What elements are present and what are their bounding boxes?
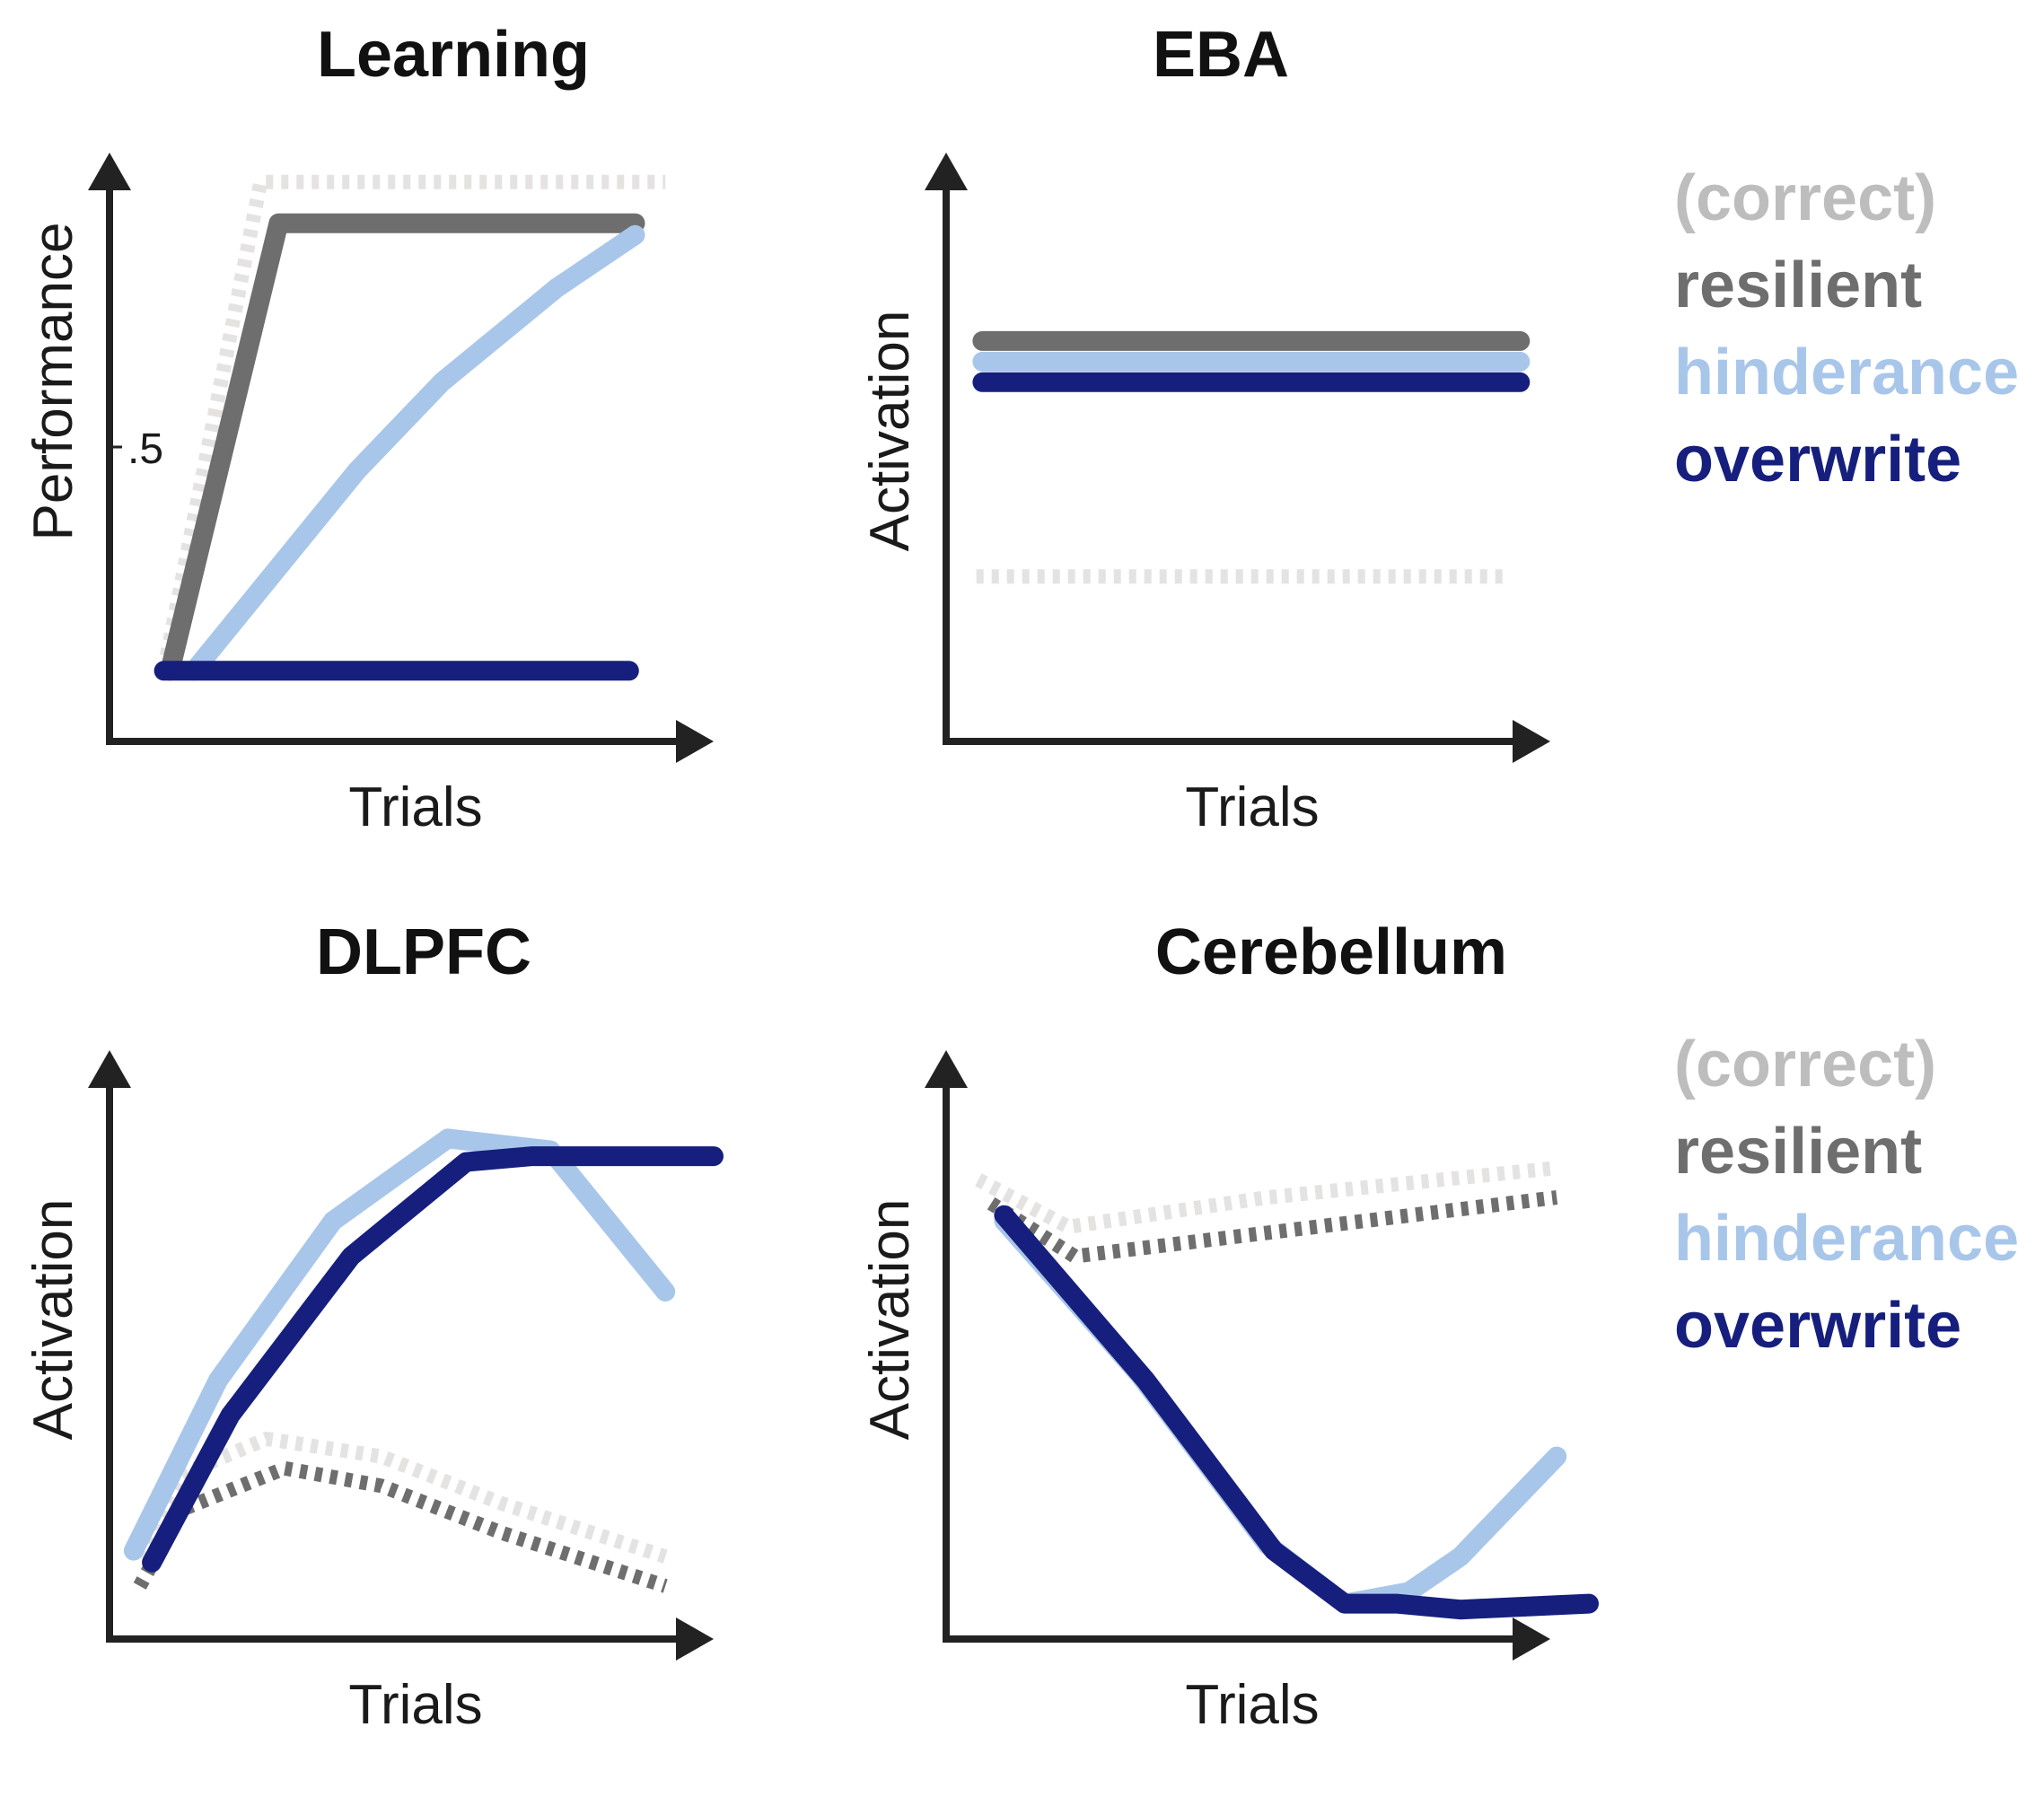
- legend-item-overwrite: overwrite: [1674, 1290, 1961, 1362]
- legend-item-correct: (correct): [1674, 162, 1936, 234]
- x-axis-arrow-icon: [676, 1617, 714, 1661]
- x-axis-label: Trials: [348, 776, 482, 838]
- chart-title: Cerebellum: [1155, 916, 1507, 988]
- legends: (correct)resilienthinderanceoverwrite(co…: [1674, 162, 2019, 1362]
- series-line-resilient: [987, 1190, 1558, 1264]
- y-axis-arrow-icon: [925, 153, 968, 190]
- legend-item-correct: (correct): [1674, 1029, 1936, 1100]
- chart-panel-learning: .5 Learning Trials Performance: [22, 19, 714, 838]
- legend: (correct) resilient hinderance overwrite: [1674, 1029, 2019, 1362]
- chart-title: DLPFC: [316, 916, 531, 988]
- y-axis-arrow-icon: [88, 1050, 131, 1088]
- legend-item-resilient: resilient: [1674, 250, 1922, 321]
- y-axis-arrow-icon: [925, 1050, 968, 1088]
- chart-panel-cerebellum: Cerebellum Trials Activation: [859, 916, 1599, 1736]
- x-axis-arrow-icon: [1513, 720, 1550, 763]
- legend-item-overwrite: overwrite: [1674, 424, 1961, 495]
- chart-title: Learning: [317, 19, 590, 91]
- y-axis-label: Activation: [859, 311, 921, 552]
- y-axis-label: Performance: [22, 223, 84, 541]
- y-axis-label: Activation: [22, 1199, 84, 1441]
- legend-item-hinderance: hinderance: [1674, 337, 2019, 408]
- chart-title: EBA: [1153, 19, 1289, 91]
- series-line-resilient: [133, 1460, 668, 1593]
- chart-panel-dlpfc: DLPFC Trials Activation: [22, 916, 724, 1736]
- y-axis-arrow-icon: [88, 153, 131, 190]
- series-line-correct: [975, 1161, 1558, 1234]
- x-axis-arrow-icon: [676, 720, 714, 763]
- x-axis-arrow-icon: [1513, 1617, 1550, 1661]
- y-axis-label: Activation: [859, 1199, 921, 1441]
- x-axis-label: Trials: [1185, 776, 1319, 838]
- series-line-overwrite: [994, 1205, 1599, 1620]
- series-line-hinderance: [184, 224, 645, 681]
- x-axis-label: Trials: [348, 1674, 482, 1736]
- legend-item-hinderance: hinderance: [1674, 1203, 2019, 1275]
- chart-panels: .5 Learning Trials Performance EBA Trials Acti…: [22, 19, 1599, 1736]
- series-line-overwrite: [142, 1146, 724, 1573]
- legend: (correct) resilient hinderance overwrite: [1674, 162, 2019, 495]
- x-axis-label: Trials: [1185, 1674, 1319, 1736]
- legend-item-resilient: resilient: [1674, 1116, 1922, 1188]
- y-tick-label: .5: [127, 425, 163, 473]
- chart-panel-eba: EBA Trials Activation: [859, 19, 1550, 838]
- series-line-resilient: [160, 213, 645, 681]
- series-line-hinderance: [123, 1128, 676, 1561]
- series-line-correct: [156, 174, 666, 672]
